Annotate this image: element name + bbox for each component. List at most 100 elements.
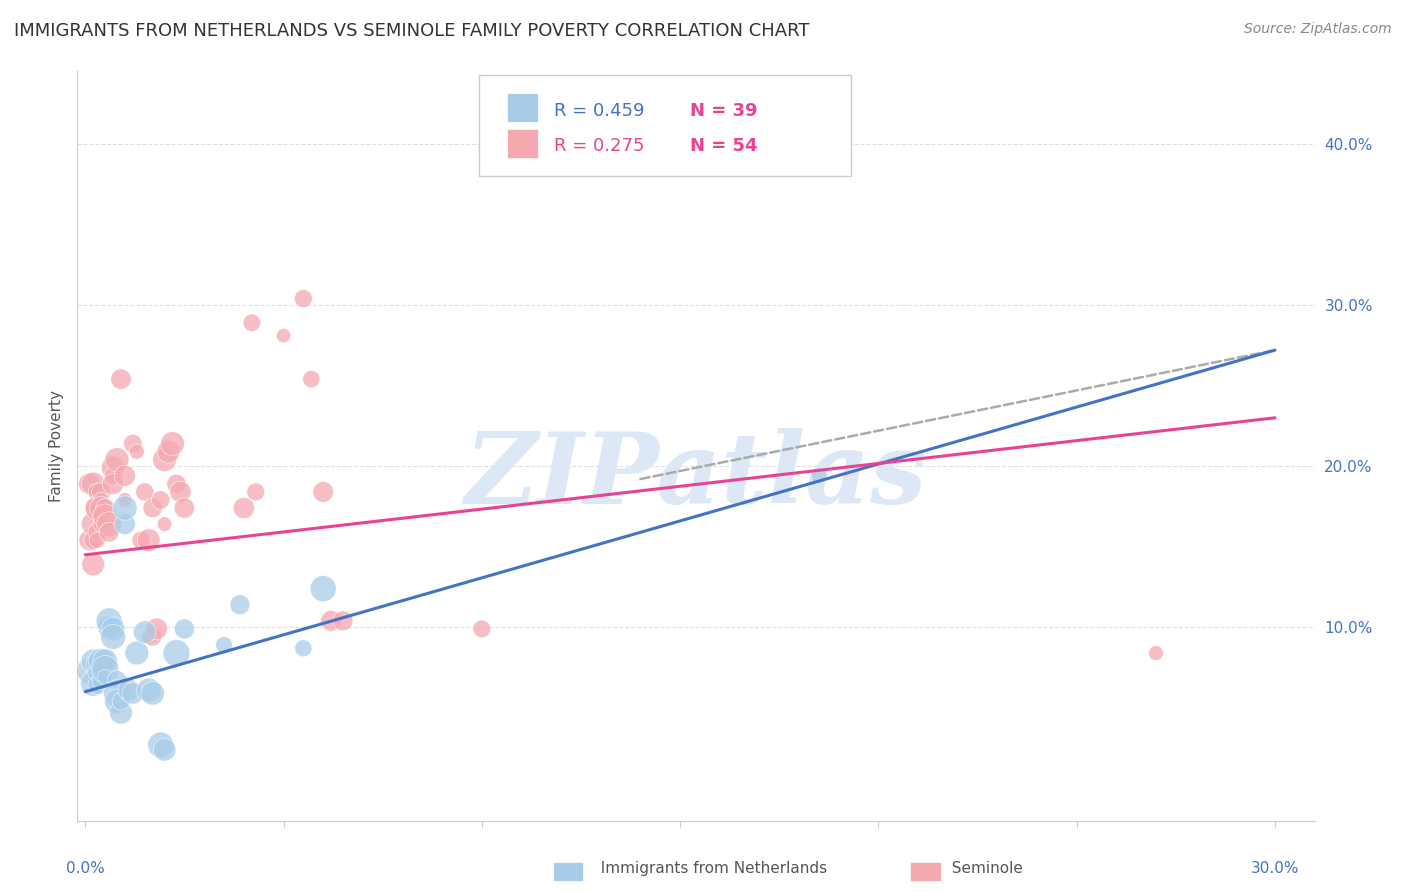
Point: [292, 641, 315, 656]
Point: [114, 468, 136, 483]
Point: [101, 622, 124, 636]
Point: [82, 558, 104, 572]
Point: [321, 614, 343, 628]
Point: [82, 676, 104, 690]
Point: [101, 468, 124, 483]
Point: [807, 468, 830, 483]
Point: [125, 444, 148, 458]
FancyBboxPatch shape: [506, 94, 537, 121]
Point: [105, 673, 128, 688]
Point: [98, 517, 121, 532]
Point: [105, 452, 128, 467]
Text: IMMIGRANTS FROM NETHERLANDS VS SEMINOLE FAMILY POVERTY CORRELATION CHART: IMMIGRANTS FROM NETHERLANDS VS SEMINOLE …: [14, 22, 810, 40]
Point: [142, 630, 165, 644]
Point: [90, 484, 112, 499]
Point: [86, 678, 108, 692]
Point: [94, 501, 117, 516]
Point: [114, 501, 136, 516]
Point: [82, 501, 104, 516]
Point: [240, 316, 263, 330]
Point: [82, 667, 104, 681]
Point: [292, 292, 315, 306]
Text: R = 0.459: R = 0.459: [554, 102, 644, 120]
Point: [77, 664, 100, 678]
Point: [86, 533, 108, 548]
Point: [101, 476, 124, 491]
Point: [110, 694, 132, 708]
Point: [82, 654, 104, 668]
Point: [94, 662, 117, 676]
Point: [153, 517, 176, 532]
Point: [232, 501, 254, 516]
Point: [145, 622, 167, 636]
Point: [153, 743, 176, 757]
Point: [114, 493, 136, 508]
Point: [166, 476, 188, 491]
Text: Immigrants from Netherlands: Immigrants from Netherlands: [591, 861, 827, 876]
Point: [98, 620, 121, 634]
Point: [118, 683, 141, 698]
FancyBboxPatch shape: [506, 129, 537, 158]
Point: [149, 738, 172, 752]
Point: [90, 493, 112, 508]
Text: 30.0%: 30.0%: [1251, 861, 1299, 876]
Point: [77, 476, 100, 491]
Point: [312, 582, 335, 596]
Point: [245, 484, 267, 499]
Point: [90, 673, 112, 688]
Point: [86, 501, 108, 516]
Point: [86, 484, 108, 499]
Point: [173, 622, 195, 636]
Point: [101, 460, 124, 475]
Point: [471, 622, 494, 636]
Point: [86, 665, 108, 680]
Point: [90, 517, 112, 532]
Point: [77, 533, 100, 548]
Point: [98, 525, 121, 540]
Point: [94, 670, 117, 684]
Point: [229, 598, 252, 612]
Point: [94, 509, 117, 524]
Point: [138, 533, 160, 548]
Text: 0.0%: 0.0%: [66, 861, 104, 876]
Text: N = 39: N = 39: [690, 102, 758, 120]
Text: R = 0.275: R = 0.275: [554, 137, 644, 155]
Point: [138, 683, 160, 698]
Point: [90, 654, 112, 668]
Point: [273, 328, 295, 343]
Point: [98, 614, 121, 628]
Point: [149, 493, 172, 508]
Point: [86, 657, 108, 672]
Point: [153, 452, 176, 467]
Point: [138, 630, 160, 644]
Point: [162, 436, 184, 450]
Point: [121, 686, 143, 700]
Point: [101, 630, 124, 644]
Point: [142, 501, 165, 516]
Text: Seminole: Seminole: [942, 861, 1024, 876]
Point: [121, 436, 143, 450]
Point: [1144, 646, 1167, 660]
Point: [312, 484, 335, 499]
Point: [82, 517, 104, 532]
Point: [90, 501, 112, 516]
Point: [90, 662, 112, 676]
Point: [169, 484, 191, 499]
Point: [134, 625, 156, 640]
Point: [110, 372, 132, 386]
Point: [134, 484, 156, 499]
Point: [157, 444, 180, 458]
Point: [94, 654, 117, 668]
Point: [173, 501, 195, 516]
Point: [332, 614, 354, 628]
Point: [125, 646, 148, 660]
Y-axis label: Family Poverty: Family Poverty: [49, 390, 65, 502]
Point: [86, 525, 108, 540]
Point: [105, 686, 128, 700]
FancyBboxPatch shape: [479, 75, 851, 177]
Point: [82, 476, 104, 491]
Point: [105, 694, 128, 708]
Point: [166, 646, 188, 660]
Point: [129, 533, 152, 548]
Point: [142, 686, 165, 700]
